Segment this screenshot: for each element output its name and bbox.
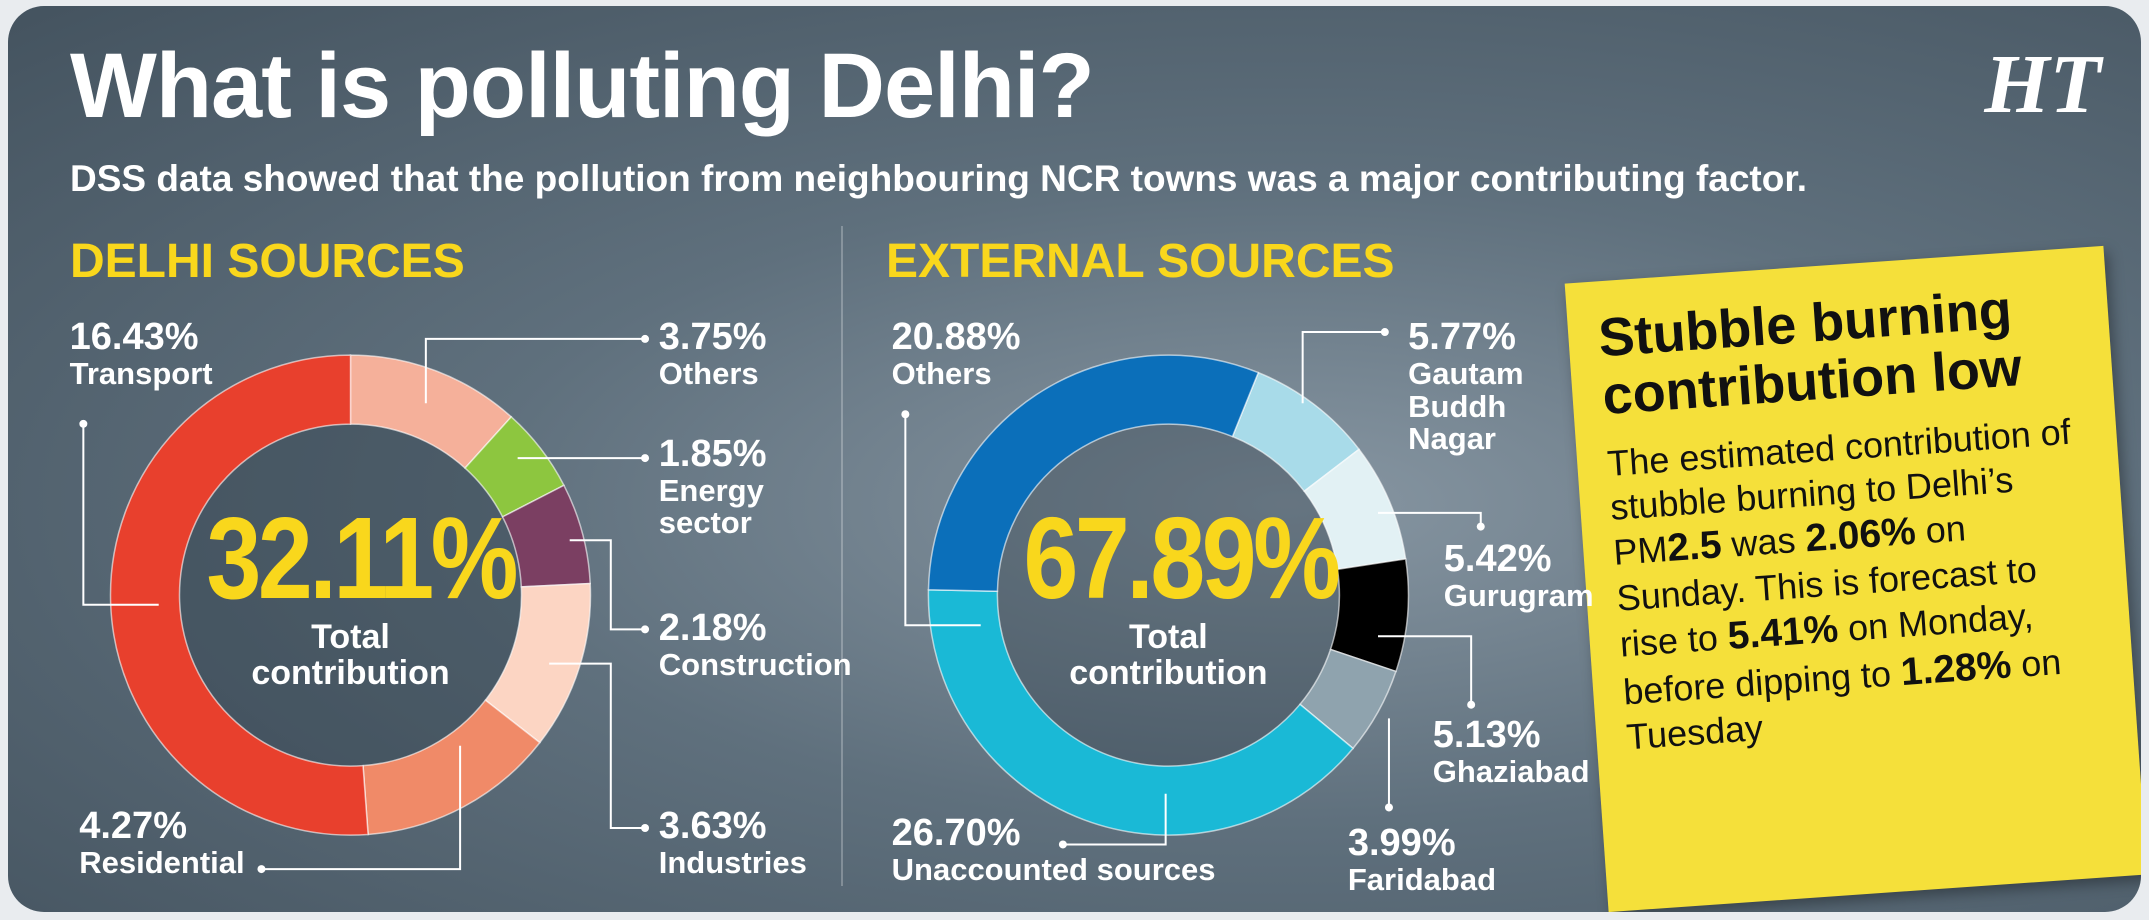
donut-segment: [109, 354, 369, 836]
leader-dot: [641, 824, 650, 832]
leader-line: [1062, 793, 1167, 846]
leader-dot: [1467, 700, 1476, 709]
infographic: What is polluting Delhi? DSS data showed…: [8, 6, 2141, 912]
data-label: 20.88% Others: [891, 316, 1166, 392]
category-label: Energy sector: [658, 472, 764, 541]
data-label: 1.85% Energy sector: [658, 432, 865, 541]
category-label: Ghaziabad: [1432, 753, 1590, 789]
note-text: 5.41%: [1726, 607, 1840, 658]
value-label: 1.85%: [658, 432, 767, 475]
category-label: Transport: [69, 356, 213, 392]
leader-line: [549, 662, 646, 829]
note-text: 1.28%: [1899, 642, 2013, 694]
category-label: Gautam Buddh Nagar: [1408, 356, 1524, 457]
value-label: 5.77%: [1408, 316, 1516, 359]
note-title: Stubble burning contribution low: [1596, 279, 2024, 427]
leader-dot: [1476, 522, 1485, 531]
leader-dot: [641, 334, 650, 343]
data-label: 4.27% Residential: [79, 807, 353, 879]
donut-hole: [997, 424, 1340, 767]
leader-line: [1378, 635, 1473, 705]
value-label: 20.88%: [891, 316, 1021, 359]
leader-dot: [79, 419, 88, 428]
category-label: Others: [658, 356, 759, 392]
leader-dot: [1380, 328, 1389, 337]
category-label: Others: [891, 356, 992, 392]
value-label: 3.63%: [658, 805, 767, 848]
subtitle: DSS data showed that the pollution from …: [70, 158, 1807, 199]
data-label: 5.42% Gurugram: [1443, 538, 1718, 614]
value-label: 3.99%: [1347, 821, 1456, 864]
divider: [841, 226, 843, 886]
donut-segment: [927, 354, 1260, 593]
value-label: 5.42%: [1443, 538, 1552, 581]
value-label: 2.18%: [658, 606, 767, 649]
leader-line: [904, 414, 981, 627]
donut-layer: [79, 328, 1485, 874]
leader-line: [82, 423, 159, 606]
data-label: 3.99% Faridabad: [1347, 821, 1622, 897]
leader-dot: [257, 865, 266, 874]
category-label: Construction: [658, 646, 852, 682]
data-label: 3.63% Industries: [659, 807, 933, 879]
data-label: 2.18% Construction: [658, 606, 933, 682]
data-label: 5.77% Gautam Buddh Nagar: [1408, 316, 1559, 457]
category-label: Unaccounted sources: [891, 852, 1216, 888]
center-total: 67.89% Total contribution: [998, 493, 1341, 692]
category-label: Industries: [658, 845, 807, 881]
chart-title: EXTERNAL SOURCES: [886, 235, 1395, 288]
value-label: 5.13%: [1432, 713, 1541, 756]
leader-line: [1301, 331, 1385, 404]
data-label: 26.70% Unaccounted sources: [891, 812, 1303, 888]
donut-hole: [179, 424, 522, 767]
chart-title: DELHI SOURCES: [70, 235, 465, 288]
leader-dot: [1384, 803, 1393, 812]
total-caption: Total contribution: [251, 618, 450, 692]
note-text: was: [1720, 518, 1807, 566]
category-label: Residential: [79, 845, 245, 881]
category-label: Faridabad: [1347, 861, 1497, 897]
value-label: 3.75%: [658, 316, 767, 359]
leader-line: [1378, 511, 1482, 527]
logo: HT: [1984, 38, 2101, 131]
leader-dot: [1058, 840, 1067, 849]
data-label: 3.75% Others: [658, 316, 933, 392]
value-label: 4.27%: [79, 805, 187, 848]
leader-dot: [901, 410, 910, 419]
category-label: Gurugram: [1443, 578, 1594, 614]
total-caption: Total contribution: [1069, 618, 1268, 692]
leader-line: [569, 539, 646, 631]
leader-dot: [641, 454, 650, 463]
donut-segment: [927, 588, 1355, 836]
data-label: 5.13% Ghaziabad: [1432, 713, 1707, 789]
total-value: 67.89%: [1023, 493, 1341, 624]
leader-line: [424, 337, 646, 404]
leader-line: [261, 745, 462, 871]
title: What is polluting Delhi?: [70, 35, 1095, 137]
note-text: 2.06%: [1803, 510, 1918, 561]
data-label: 16.43% Transport: [69, 316, 344, 392]
leader-dot: [641, 625, 650, 634]
value-label: 16.43%: [69, 316, 199, 359]
value-label: 26.70%: [891, 812, 1021, 855]
total-value: 32.11%: [206, 493, 518, 624]
center-total: 32.11% Total contribution: [181, 500, 521, 691]
